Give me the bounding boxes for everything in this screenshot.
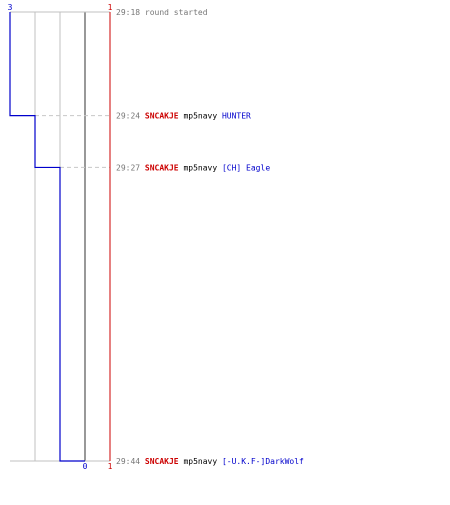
kill-entry: 29:44 SNCAKJE mp5navy [-U.K.F-]DarkWolf	[116, 457, 304, 466]
blue-start-count: 3	[8, 3, 13, 12]
event-time: 29:27	[116, 163, 145, 172]
event-time: 29:24	[116, 112, 145, 121]
event-connector-lines	[35, 115, 110, 168]
blue-team-count-line	[9, 12, 85, 462]
round-start-entry: 29:18 round started	[116, 8, 208, 17]
weapon-name: mp5navy	[183, 163, 222, 172]
victim-name: [-U.K.F-]DarkWolf	[222, 457, 304, 466]
count-labels: 3 1 0 1	[8, 3, 113, 471]
weapon-name: mp5navy	[183, 457, 222, 466]
event-log: 29:18 round started 29:24 SNCAKJE mp5navy…	[116, 8, 304, 466]
weapon-name: mp5navy	[183, 112, 222, 121]
red-start-count: 1	[108, 3, 113, 12]
killer-name: SNCAKJE	[145, 163, 184, 172]
victim-name: HUNTER	[222, 112, 251, 121]
kill-entry: 29:27 SNCAKJE mp5navy [CH] Eagle	[116, 163, 270, 172]
killer-name: SNCAKJE	[145, 112, 184, 121]
event-text: round started	[145, 8, 208, 17]
event-time: 29:44	[116, 457, 145, 466]
red-end-count: 1	[108, 462, 113, 471]
blue-end-count: 0	[83, 462, 88, 471]
event-time: 29:18	[116, 8, 145, 17]
kill-entry: 29:24 SNCAKJE mp5navy HUNTER	[116, 112, 251, 121]
victim-name: [CH] Eagle	[222, 163, 270, 172]
killer-name: SNCAKJE	[145, 457, 184, 466]
series-layer	[9, 12, 111, 462]
